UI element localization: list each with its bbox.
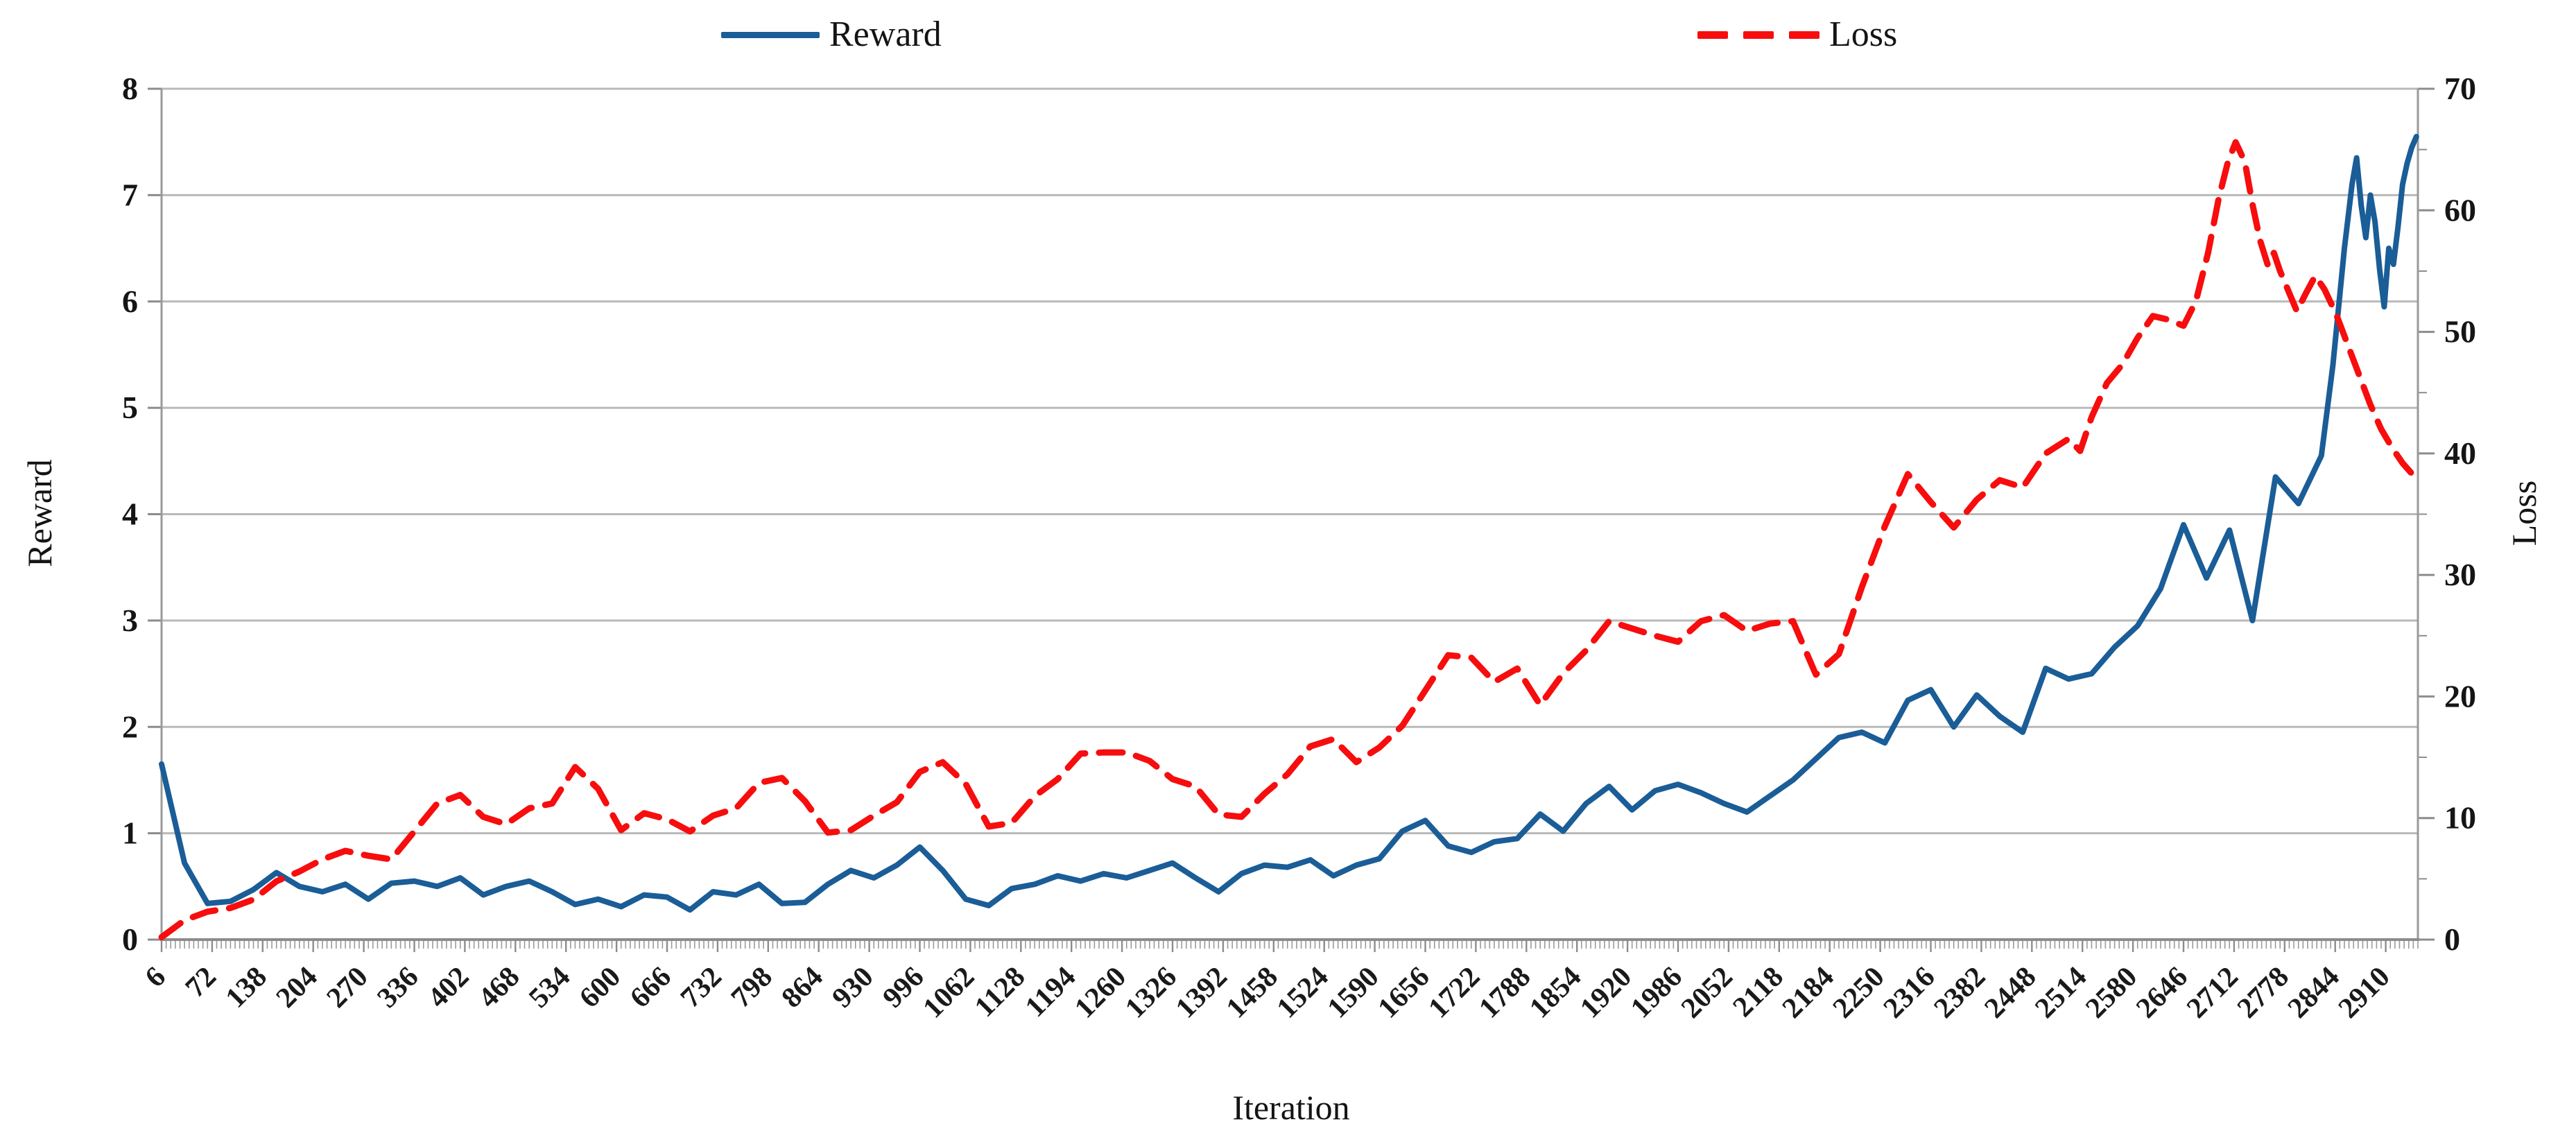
svg-text:1194: 1194 (1019, 961, 1082, 1024)
svg-text:468: 468 (472, 961, 526, 1014)
svg-text:0: 0 (2444, 922, 2460, 957)
svg-text:1062: 1062 (917, 961, 981, 1025)
svg-text:4: 4 (122, 496, 138, 532)
svg-text:40: 40 (2444, 435, 2476, 471)
svg-text:1920: 1920 (1574, 961, 1638, 1025)
svg-text:1590: 1590 (1322, 961, 1385, 1025)
svg-text:2448: 2448 (1978, 961, 2042, 1025)
legend-item-reward: Reward (721, 12, 942, 57)
svg-text:6: 6 (122, 284, 138, 319)
legend-label-loss: Loss (1829, 15, 1898, 54)
svg-text:1854: 1854 (1523, 961, 1587, 1025)
svg-text:2910: 2910 (2333, 961, 2396, 1025)
svg-text:30: 30 (2444, 557, 2476, 592)
svg-text:2052: 2052 (1675, 961, 1739, 1025)
svg-text:50: 50 (2444, 314, 2476, 349)
svg-text:270: 270 (321, 961, 374, 1014)
svg-text:732: 732 (675, 961, 728, 1014)
svg-text:798: 798 (725, 961, 779, 1014)
svg-text:1524: 1524 (1271, 961, 1335, 1025)
reward-line (159, 134, 2419, 913)
svg-text:864: 864 (776, 961, 829, 1014)
svg-text:60: 60 (2444, 192, 2476, 227)
svg-text:2646: 2646 (2130, 961, 2194, 1025)
svg-text:72: 72 (180, 961, 223, 1004)
loss-line-swatch (1697, 31, 1819, 39)
svg-text:402: 402 (422, 961, 475, 1014)
legend-item-loss: Loss (1697, 12, 1897, 57)
svg-text:336: 336 (371, 961, 424, 1014)
reward-line-swatch (721, 31, 820, 38)
svg-text:1: 1 (122, 815, 138, 851)
svg-text:138: 138 (220, 961, 273, 1014)
svg-text:1392: 1392 (1170, 961, 1234, 1025)
legend-label-reward: Reward (829, 15, 942, 54)
svg-text:2514: 2514 (2029, 961, 2093, 1025)
svg-text:20: 20 (2444, 678, 2476, 714)
svg-text:2250: 2250 (1827, 961, 1891, 1025)
svg-text:1656: 1656 (1372, 961, 1436, 1025)
svg-text:7: 7 (122, 177, 138, 212)
svg-text:2778: 2778 (2231, 961, 2295, 1025)
svg-text:10: 10 (2444, 800, 2476, 836)
svg-text:2712: 2712 (2181, 961, 2245, 1025)
left-axis-title: Reward (20, 459, 59, 567)
right-axis-title: Loss (2505, 480, 2543, 546)
svg-text:2118: 2118 (1727, 961, 1790, 1024)
svg-text:2580: 2580 (2080, 961, 2143, 1025)
svg-text:1722: 1722 (1423, 961, 1487, 1025)
x-axis-title: Iteration (1232, 1088, 1350, 1127)
svg-text:1326: 1326 (1119, 961, 1183, 1025)
svg-text:600: 600 (573, 961, 627, 1014)
svg-text:1986: 1986 (1625, 961, 1688, 1025)
svg-text:5: 5 (122, 390, 138, 425)
svg-text:666: 666 (624, 961, 677, 1014)
svg-text:0: 0 (122, 922, 138, 957)
svg-text:3: 3 (122, 603, 138, 638)
svg-text:2316: 2316 (1878, 961, 1942, 1025)
svg-text:1788: 1788 (1473, 961, 1537, 1025)
svg-text:2844: 2844 (2282, 961, 2346, 1025)
svg-text:70: 70 (2444, 71, 2476, 106)
svg-text:534: 534 (523, 961, 576, 1014)
svg-text:1128: 1128 (969, 961, 1031, 1024)
svg-text:1458: 1458 (1220, 961, 1284, 1025)
svg-text:8: 8 (122, 71, 138, 106)
svg-text:930: 930 (827, 961, 880, 1014)
svg-text:204: 204 (270, 961, 324, 1014)
svg-text:2: 2 (122, 709, 138, 744)
svg-text:1260: 1260 (1069, 961, 1132, 1025)
svg-text:2184: 2184 (1777, 961, 1840, 1025)
svg-text:6: 6 (139, 961, 172, 994)
svg-text:2382: 2382 (1928, 961, 1992, 1025)
loss-line (158, 139, 2417, 940)
